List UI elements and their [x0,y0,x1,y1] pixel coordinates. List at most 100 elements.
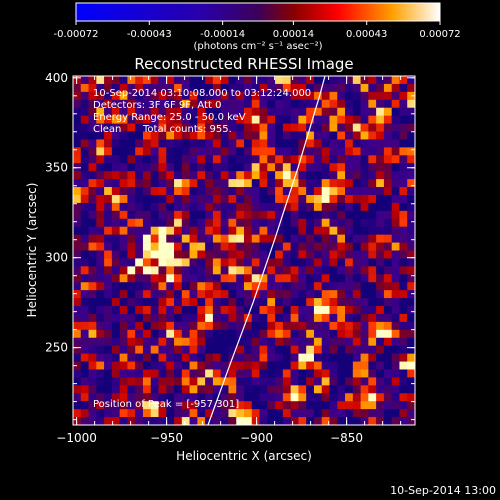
heatmap-cell [212,353,221,362]
heatmap-cell [119,76,128,85]
heatmap-cell [111,115,120,124]
heatmap-cell [220,218,229,227]
heatmap-cell [73,147,82,156]
heatmap-cell [282,107,291,116]
heatmap-cell [383,202,392,212]
heatmap-cell [391,91,400,101]
heatmap-cell [150,417,159,425]
heatmap-cell [205,393,214,402]
heatmap-cell [360,313,369,323]
heatmap-cell [88,329,97,339]
colorbar-tick-label: 0.00014 [273,29,314,40]
heatmap-cell [158,377,167,386]
heatmap-cell [236,202,245,212]
heatmap-cell [352,194,361,204]
heatmap-cell [189,155,198,164]
heatmap-cell [142,321,152,331]
heatmap-cell [80,274,89,283]
heatmap-cell [73,274,82,283]
heatmap-cell [205,123,214,132]
heatmap-cell [212,147,221,156]
heatmap-cell [306,147,315,156]
heatmap-cell [158,393,167,402]
heatmap-cell [174,194,183,204]
heatmap-cell [391,298,400,307]
heatmap-cell [360,218,369,227]
heatmap-cell [127,258,136,267]
heatmap-cell [119,321,128,331]
heatmap-cell [368,393,377,402]
heatmap-cell [212,329,221,339]
heatmap-cell [189,99,198,109]
heatmap-cell [383,393,392,402]
heatmap-cell [80,163,89,172]
heatmap-cell [150,337,159,346]
heatmap-cell [174,76,183,85]
heatmap-cell [127,313,136,323]
colorbar-tick-label: -0.00014 [200,29,245,40]
heatmap-cell [376,218,385,227]
heatmap-cell [399,274,408,283]
heatmap-cell [290,83,299,93]
heatmap-cell [181,163,190,172]
heatmap-cell [174,115,183,124]
heatmap-cell [104,218,113,227]
heatmap-cell [321,369,330,378]
heatmap-cell [329,369,338,378]
heatmap-cell [197,385,206,394]
heatmap-cell [244,171,253,180]
heatmap-cell [313,313,323,323]
heatmap-cell [391,218,400,227]
heatmap-cell [96,210,105,220]
heatmap-cell [236,393,245,402]
heatmap-cell [80,226,89,235]
heatmap-cell [88,250,97,259]
heatmap-cell [150,115,159,124]
heatmap-cell [142,226,152,235]
heatmap-cell [399,409,408,418]
heatmap-cell [73,345,82,354]
heatmap-cell [251,258,260,267]
heatmap-cell [383,83,392,93]
heatmap-cell [352,76,361,85]
heatmap-cell [127,83,136,93]
heatmap-cell [236,91,245,101]
heatmap-cell [313,401,323,410]
heatmap-cell [135,409,144,418]
heatmap-cell [298,202,307,212]
heatmap-cell [282,171,291,180]
heatmap-cell [88,123,97,132]
heatmap-cell [329,282,338,291]
heatmap-cell [197,306,206,315]
heatmap-cell [259,337,268,346]
heatmap-cell [306,337,315,346]
heatmap-cell [220,210,229,220]
heatmap-cell [158,345,167,354]
heatmap-cell [189,210,198,220]
heatmap-cell [352,163,361,172]
heatmap-cell [399,353,408,362]
heatmap-cell [399,266,408,275]
heatmap-cell [166,131,175,140]
heatmap-cell [407,266,415,275]
heatmap-cell [228,258,237,267]
heatmap-cell [88,282,97,291]
heatmap-cell [399,83,408,93]
heatmap-cell [391,329,400,339]
heatmap-cell [212,99,221,109]
heatmap-cell [251,91,260,101]
heatmap-cell [407,353,415,362]
heatmap-cell [174,139,183,148]
heatmap-cell [329,385,338,394]
heatmap-cell [150,179,159,188]
heatmap-cell [345,76,354,85]
heatmap-cell [313,139,323,148]
heatmap-cell [391,194,400,204]
heatmap-cell [391,274,400,283]
heatmap-cell [197,274,206,283]
heatmap-cell [368,353,377,362]
heatmap-cell [111,234,120,243]
heatmap-cell [399,107,408,116]
heatmap-cell [368,250,377,259]
heatmap-cell [306,345,315,354]
